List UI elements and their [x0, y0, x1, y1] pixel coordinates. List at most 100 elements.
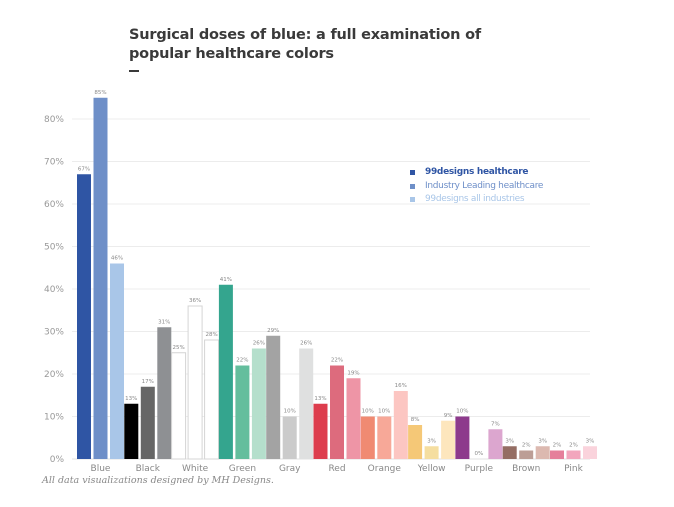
data-label: 22%: [331, 358, 343, 364]
data-label: 36%: [189, 298, 201, 304]
data-label: 10%: [362, 409, 374, 415]
data-label: 25%: [172, 345, 184, 351]
data-label: 3%: [427, 438, 436, 444]
data-label: 2%: [522, 443, 531, 449]
y-tick-label: 80%: [44, 115, 64, 125]
data-label: 10%: [456, 409, 468, 415]
data-label: 85%: [94, 90, 106, 96]
bars: 67% 85% 46% 13% 17% 31% 25% 36% 28% 41% 22% 26% 29% 1…: [77, 90, 597, 460]
bar-yellow-0: [408, 425, 423, 459]
bar-purple-2: [488, 429, 503, 459]
footer-credit: All data visualizations designed by MH D…: [42, 475, 274, 486]
chart-title: Surgical doses of blue: a full examinati…: [129, 27, 481, 62]
data-label: 3%: [586, 438, 595, 444]
x-tick-label: Blue: [91, 464, 111, 474]
data-label: 41%: [220, 277, 232, 283]
data-label: 31%: [158, 319, 170, 325]
y-tick-label: 40%: [44, 285, 64, 295]
bar-gray-1: [282, 416, 297, 459]
y-axis-ticks: 0% 10% 20% 30% 40% 50% 60% 70% 80%: [44, 115, 64, 465]
legend-swatch: [410, 197, 415, 203]
data-label: 3%: [538, 438, 547, 444]
data-label: 16%: [395, 383, 407, 389]
bar-green-1: [235, 365, 250, 459]
bar-blue-1: [93, 97, 108, 459]
y-tick-label: 50%: [44, 243, 64, 253]
bar-gray-0: [266, 335, 281, 459]
x-tick-label: Pink: [564, 464, 583, 474]
data-label: 26%: [253, 341, 265, 347]
x-tick-label: Purple: [465, 464, 494, 474]
legend-item-99designs-healthcare: 99designs healthcare: [410, 166, 543, 180]
data-label: 28%: [205, 332, 217, 338]
bar-pink-1: [566, 450, 581, 459]
y-tick-label: 20%: [44, 370, 64, 380]
bar-green-2: [251, 348, 266, 459]
bar-green-0: [218, 284, 233, 459]
data-label: 9%: [444, 413, 453, 419]
bar-brown-2: [535, 446, 550, 459]
data-label: 7%: [491, 421, 500, 427]
bar-orange-2: [393, 391, 408, 459]
legend-label: 99designs all industries: [425, 194, 525, 204]
x-tick-label: Gray: [279, 464, 301, 474]
y-tick-label: 70%: [44, 158, 64, 168]
data-label: 2%: [569, 443, 578, 449]
legend-swatch: [410, 183, 415, 189]
bar-red-0: [313, 403, 328, 459]
bar-white-2: [204, 339, 220, 460]
x-tick-label: Brown: [512, 464, 540, 474]
x-tick-label: White: [182, 464, 209, 474]
bar-red-2: [346, 378, 361, 459]
data-label: 67%: [78, 166, 90, 172]
legend-label: Industry Leading healthcare: [425, 180, 544, 191]
data-label: 26%: [300, 341, 312, 347]
data-label: 17%: [142, 379, 154, 385]
x-tick-label: Green: [229, 464, 256, 474]
bar-white-1: [187, 305, 203, 460]
y-tick-label: 30%: [44, 328, 64, 338]
bar-orange-0: [360, 416, 375, 459]
bar-brown-1: [519, 450, 534, 459]
data-label: 10%: [284, 409, 296, 415]
legend-item-99designs-all-industries: 99designs all industries: [410, 193, 543, 207]
bar-blue-2: [110, 263, 124, 459]
data-label: 10%: [378, 409, 390, 415]
legend-label: 99designs healthcare: [425, 167, 529, 177]
bar-pink-2: [583, 446, 597, 459]
bar-yellow-1: [424, 446, 439, 459]
x-tick-label: Black: [136, 464, 161, 474]
bar-black-2: [157, 327, 172, 459]
bar-orange-1: [377, 416, 392, 459]
x-tick-label: Yellow: [417, 464, 446, 474]
x-tick-label: Red: [328, 464, 345, 474]
data-label: 3%: [505, 438, 514, 444]
data-label: 2%: [553, 443, 562, 449]
data-label: 22%: [236, 358, 248, 364]
data-label: 29%: [267, 328, 279, 334]
legend-swatch: [410, 170, 415, 176]
data-label: 8%: [411, 417, 420, 423]
bar-black-1: [140, 386, 155, 459]
title-underline: [129, 70, 139, 72]
bar-brown-0: [502, 446, 517, 459]
bar-gray-2: [299, 348, 314, 459]
data-label: 19%: [347, 370, 359, 376]
y-tick-label: 0%: [50, 455, 65, 465]
bar-black-0: [124, 403, 139, 459]
bar-white-0: [171, 352, 187, 460]
x-axis-ticks: Blue Black White Green Gray Red Orange Yellow Pu…: [91, 464, 584, 474]
data-label: 0%: [475, 451, 484, 457]
data-label: 46%: [111, 256, 123, 262]
data-label: 13%: [314, 396, 326, 402]
bar-blue-0: [77, 174, 91, 459]
bar-pink-0: [550, 450, 564, 459]
legend: 99designs healthcare Industry Leading he…: [410, 166, 543, 207]
y-tick-label: 60%: [44, 200, 64, 210]
bar-red-1: [330, 365, 344, 459]
y-tick-label: 10%: [44, 413, 64, 423]
data-label: 13%: [125, 396, 137, 402]
bar-yellow-2: [441, 420, 456, 459]
legend-item-industry-leading-healthcare: Industry Leading healthcare: [410, 180, 543, 194]
